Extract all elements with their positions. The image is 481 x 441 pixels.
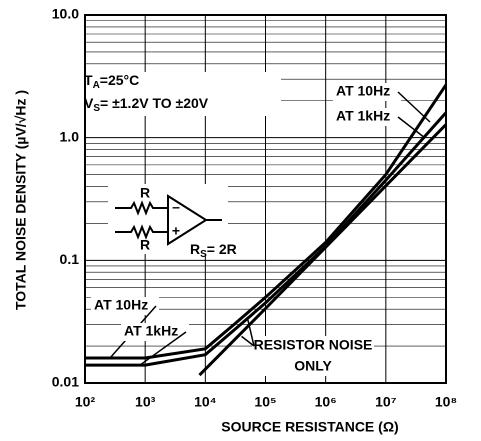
rs-label: RS= 2R	[190, 241, 237, 260]
label-bg	[91, 297, 159, 315]
r1-label: R	[140, 185, 150, 201]
y-tick-label: 0.1	[60, 251, 80, 267]
minus-label: –	[172, 199, 180, 215]
ta-label: TA=25°C	[84, 72, 139, 91]
label-bg	[121, 323, 189, 341]
x-tick-label: 10⁴	[194, 394, 217, 410]
label-bg	[81, 72, 281, 116]
x-tick-label: 10⁵	[254, 394, 276, 410]
curve-label: RESISTOR NOISE	[254, 337, 373, 353]
x-tick-label: 10⁷	[375, 394, 397, 410]
curve	[198, 123, 446, 377]
x-tick-label: 10³	[135, 394, 156, 410]
r2-label: R	[140, 237, 150, 253]
leader-line	[246, 317, 255, 347]
label-bg	[252, 336, 374, 376]
curve-label: AT 10Hz	[336, 83, 390, 99]
x-tick-label: 10⁸	[435, 394, 457, 410]
plus-label: +	[172, 223, 180, 239]
curve-label: AT 10Hz	[94, 297, 148, 313]
x-tick-label: 10²	[75, 394, 96, 410]
leader-line	[397, 91, 431, 123]
x-tick-label: 10⁶	[315, 394, 337, 410]
label-bg	[333, 83, 401, 101]
leader-line	[139, 331, 187, 366]
y-tick-label: 1.0	[60, 128, 80, 144]
leader-line	[397, 116, 426, 139]
y-tick-label: 0.01	[52, 374, 79, 390]
y-tick-label: 10.0	[52, 6, 79, 22]
vs-label: VS= ±1.2V TO ±20V	[84, 95, 209, 114]
curve-label: AT 1kHz	[336, 108, 390, 124]
curve-label: AT 1kHz	[124, 323, 178, 339]
plot-frame	[84, 14, 447, 384]
curve	[85, 111, 446, 367]
x-axis-label: SOURCE RESISTANCE (Ω)	[221, 419, 398, 435]
label-bg	[333, 108, 401, 126]
y-axis-label: TOTAL NOISE DENSITY (µV/√Hz )	[13, 90, 29, 310]
curve	[85, 83, 446, 360]
amplifier-diagram: R R – + RS= 2R	[108, 184, 237, 260]
leader-line	[241, 335, 255, 347]
curve-label: ONLY	[294, 358, 332, 374]
